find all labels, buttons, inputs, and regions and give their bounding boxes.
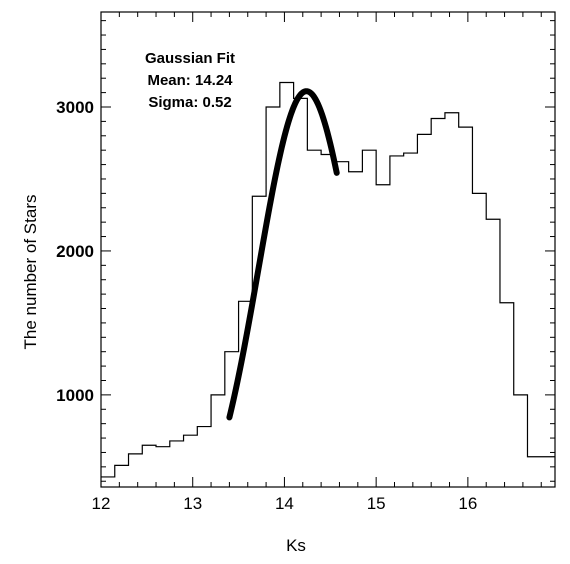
histogram-bar (142, 445, 156, 487)
histogram-bar (500, 303, 514, 487)
y-tick-label: 3000 (56, 98, 94, 117)
histogram-bar (527, 457, 541, 487)
histogram-bar (445, 113, 459, 487)
histogram-bar (294, 98, 308, 487)
annotation-line-1: Gaussian Fit (145, 50, 235, 67)
histogram-bar (211, 395, 225, 487)
y-axis-label: The number of Stars (21, 195, 40, 350)
x-tick-label: 15 (367, 494, 386, 513)
histogram-bar (156, 447, 170, 487)
histogram-bar (129, 454, 143, 487)
histogram-bar (335, 162, 349, 487)
x-tick-label: 12 (92, 494, 111, 513)
plot-frame (100, 11, 556, 488)
gaussian-fit-curve (226, 88, 340, 421)
axes: 12 13 14 15 16 1000 2000 3000 (56, 11, 556, 513)
histogram-bar (390, 156, 404, 487)
annotation-line-2: Mean: 14.24 (147, 72, 233, 89)
histogram-bar (101, 477, 115, 487)
histogram-bar (321, 155, 335, 488)
x-tick-label: 16 (458, 494, 477, 513)
y-tick-label: 2000 (56, 242, 94, 261)
x-tick-label: 14 (275, 494, 294, 513)
y-tick-label: 1000 (56, 386, 94, 405)
plot-area (101, 81, 555, 488)
histogram-bar (541, 457, 555, 487)
histogram-bar (307, 150, 321, 487)
fit-layer (226, 88, 340, 421)
histogram-bar (197, 427, 211, 487)
histogram-bar (349, 172, 363, 487)
histogram-bar (362, 150, 376, 487)
histogram-bar (459, 127, 473, 487)
annotation-line-3: Sigma: 0.52 (148, 94, 231, 111)
histogram-bar (514, 395, 528, 487)
histogram-bar (376, 185, 390, 487)
histogram-bar (404, 153, 418, 487)
histogram-bar (472, 193, 486, 487)
histogram-bar (170, 441, 184, 487)
x-axis-label: Ks (286, 536, 306, 555)
histogram-bar (417, 134, 431, 487)
histogram-bar (184, 435, 198, 487)
histogram-bar (115, 465, 129, 487)
annotation: Gaussian Fit Mean: 14.24 Sigma: 0.52 (145, 50, 235, 111)
histogram-bar (486, 219, 500, 487)
x-tick-label: 13 (183, 494, 202, 513)
histogram-bar (431, 119, 445, 487)
histogram-outline (101, 81, 555, 478)
